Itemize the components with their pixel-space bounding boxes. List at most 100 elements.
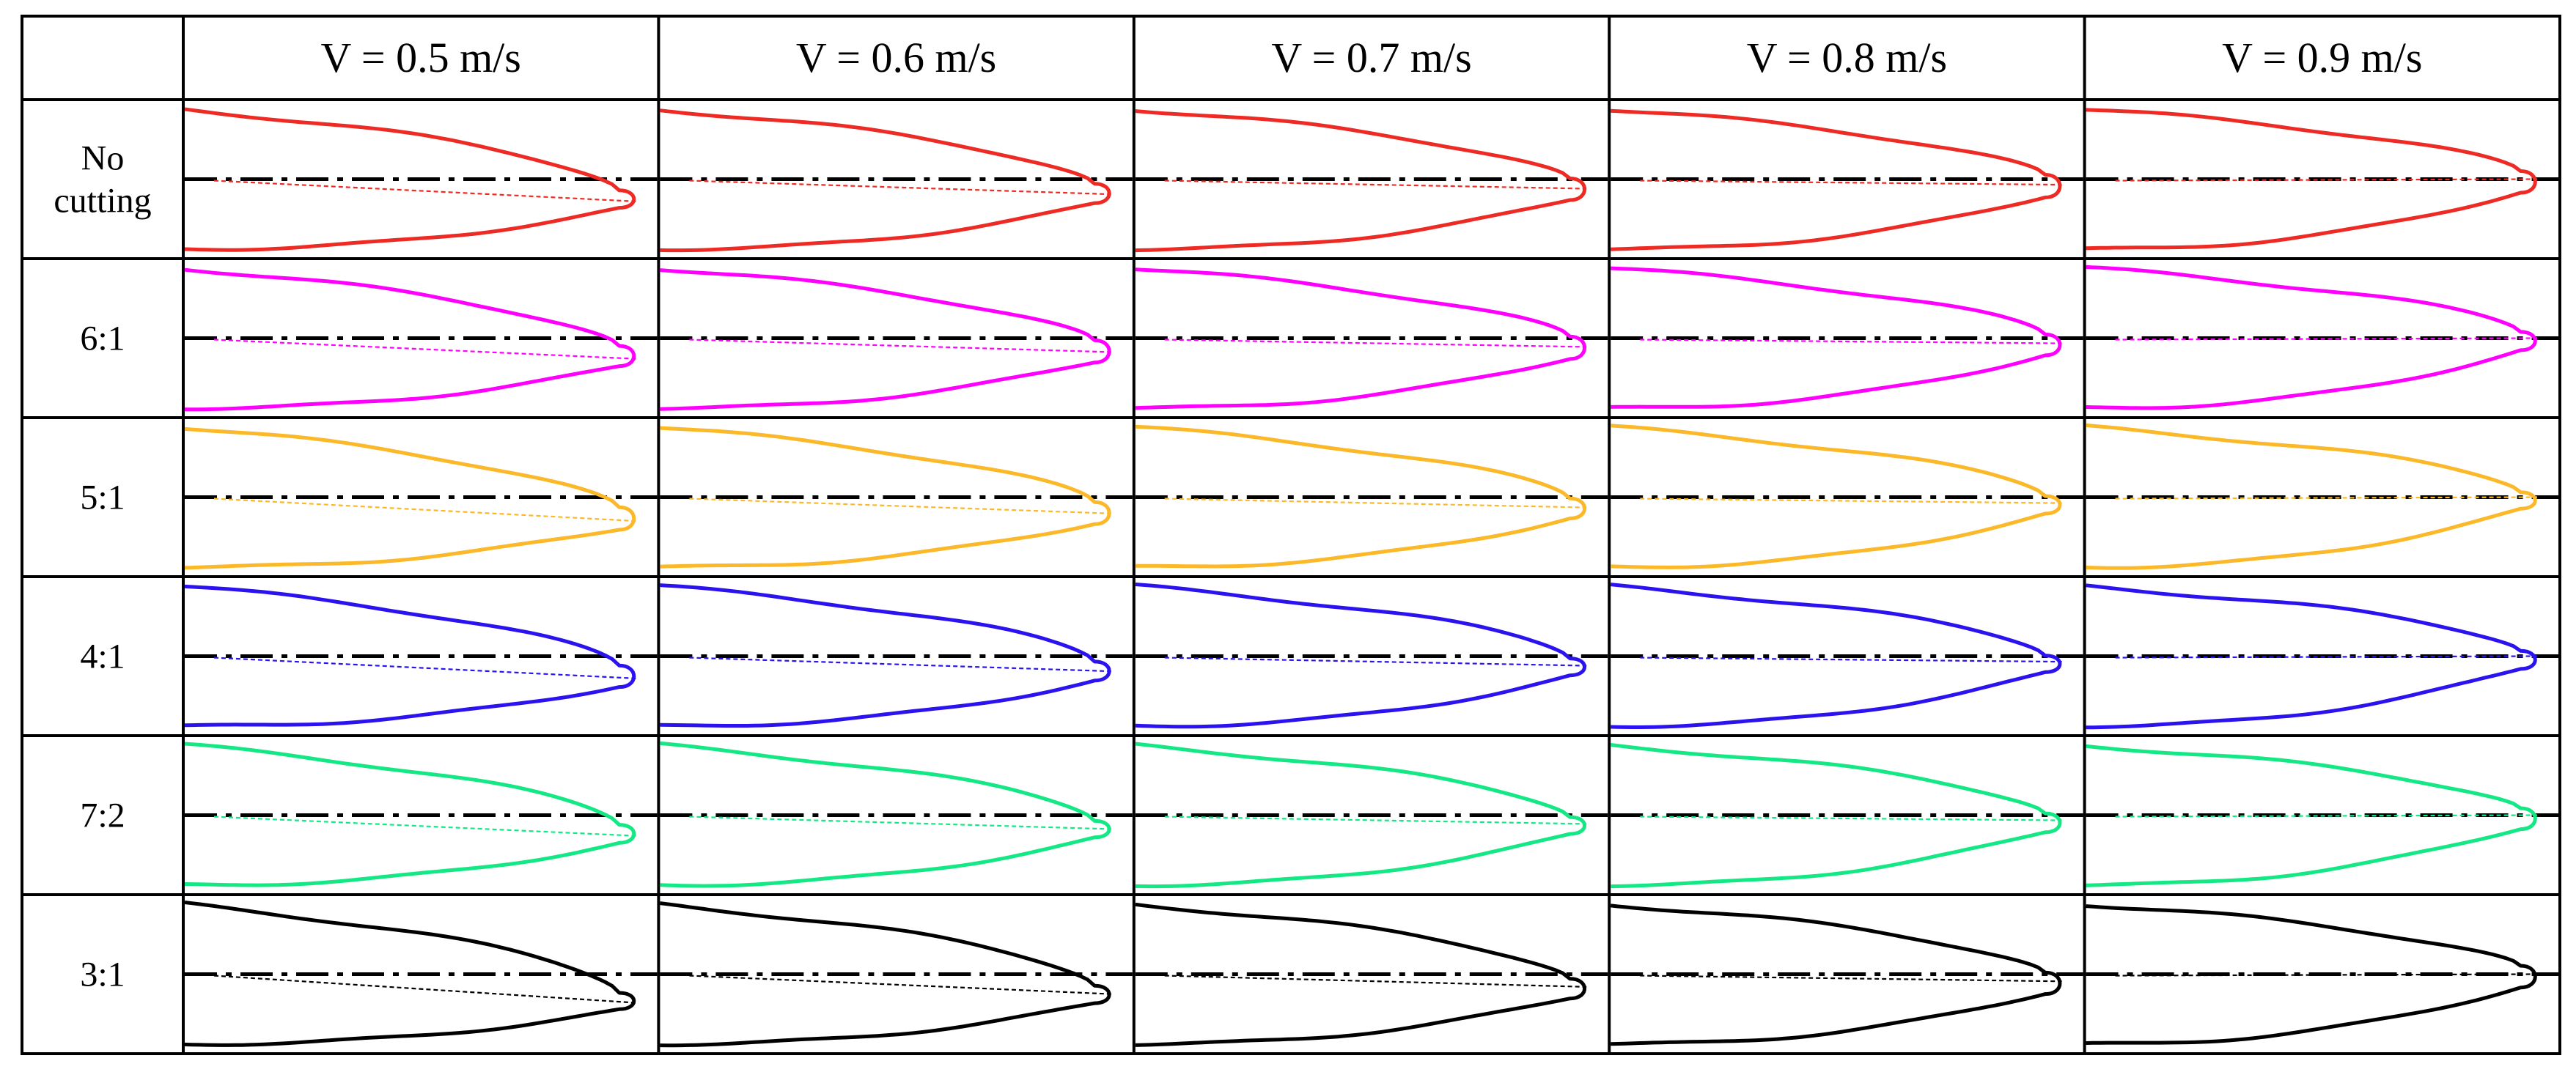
symmetry-line xyxy=(689,657,1111,673)
column-header: V = 0.5 m/s xyxy=(321,34,521,81)
profile-cell xyxy=(660,901,1133,1048)
profile-curve xyxy=(1135,267,1587,410)
row-label: No cutting xyxy=(54,139,151,221)
symmetry-line xyxy=(689,339,1111,353)
profile-cell xyxy=(184,901,658,1047)
symmetry-line xyxy=(2115,178,2538,182)
symmetry-line xyxy=(689,180,1111,196)
profile-cell xyxy=(660,583,1133,728)
profile-cell xyxy=(1610,583,2083,729)
profile-curve xyxy=(1135,109,1587,253)
symmetry-line xyxy=(2115,655,2538,659)
profile-cells xyxy=(184,107,2558,1048)
profile-curve xyxy=(2086,904,2537,1045)
profile-cell xyxy=(2086,904,2558,1045)
profile-cell xyxy=(2086,108,2558,251)
profile-cell xyxy=(1135,424,1608,569)
column-header-label: V = 0.5 m/s xyxy=(321,34,521,81)
profile-cell xyxy=(1135,902,1608,1047)
symmetry-line xyxy=(1640,816,2062,821)
symmetry-line xyxy=(2115,496,2538,500)
symmetry-line xyxy=(689,975,1111,995)
symmetry-line xyxy=(213,975,636,1004)
profile-curve xyxy=(2086,108,2537,251)
profile-curve xyxy=(1611,266,2062,409)
profile-cell xyxy=(1135,583,1608,729)
column-header: V = 0.6 m/s xyxy=(796,34,996,81)
profile-curve xyxy=(660,901,1111,1048)
profile-curve xyxy=(2086,265,2537,410)
profile-cell xyxy=(1610,743,2083,889)
row-label-text: 6:1 xyxy=(80,319,125,358)
column-headers: V = 0.5 m/s V = 0.6 m/s V = 0.7 m/s V = 0.8… xyxy=(321,34,2423,81)
symmetry-line xyxy=(213,816,636,837)
profile-cell xyxy=(184,107,658,252)
profile-cell xyxy=(184,267,658,412)
profile-curve xyxy=(1135,583,1586,729)
symmetry-line xyxy=(1164,657,1587,667)
symmetry-line xyxy=(689,498,1111,514)
row-label-text: 4:1 xyxy=(80,637,125,676)
column-header-label: V = 0.9 m/s xyxy=(2222,34,2422,81)
row-label: 3:1 xyxy=(80,955,125,994)
profile-curve xyxy=(1611,108,2062,251)
symmetry-line xyxy=(1164,975,1587,988)
profile-curve xyxy=(1135,742,1586,889)
profile-cell xyxy=(1611,424,2083,569)
profile-cell xyxy=(660,268,1133,411)
symmetry-line xyxy=(2115,337,2538,341)
row-label: 6:1 xyxy=(80,319,125,358)
profile-cell xyxy=(1610,903,2083,1046)
symmetry-line xyxy=(1164,816,1587,825)
symmetry-line xyxy=(1164,180,1587,190)
profile-curve xyxy=(184,267,636,412)
profile-cell xyxy=(184,742,658,887)
row-label-text: No xyxy=(81,139,125,178)
profile-curve xyxy=(2086,744,2537,887)
column-header: V = 0.7 m/s xyxy=(1271,34,1471,81)
profile-curve xyxy=(184,426,636,570)
row-label-text: 3:1 xyxy=(80,955,125,994)
profile-curve xyxy=(184,901,636,1047)
profile-curve xyxy=(1610,903,2062,1046)
row-label: 4:1 xyxy=(80,637,125,676)
profile-curve xyxy=(1610,583,2062,729)
column-header: V = 0.8 m/s xyxy=(1747,34,1947,81)
row-label: 7:2 xyxy=(80,796,125,835)
profile-cell xyxy=(660,108,1133,253)
table-border xyxy=(21,15,2561,1055)
profile-cell xyxy=(1611,266,2083,409)
profile-cell xyxy=(184,426,658,570)
profile-curve xyxy=(184,742,636,887)
profile-curve xyxy=(660,108,1111,253)
profile-curve xyxy=(1610,743,2062,889)
profile-cell xyxy=(1135,267,1608,410)
profile-cell xyxy=(2086,583,2558,730)
profile-curve xyxy=(184,107,636,252)
profile-curve xyxy=(2086,423,2537,570)
symmetry-line xyxy=(1640,498,2062,504)
row-label-text: 7:2 xyxy=(80,796,125,835)
column-header: V = 0.9 m/s xyxy=(2222,34,2422,81)
symmetry-line xyxy=(1164,339,1587,348)
table-grid xyxy=(21,15,2561,1055)
profile-curve xyxy=(660,583,1111,728)
row-labels: No cutting 6:1 5:1 4:1 7:2 3:1 xyxy=(54,139,151,994)
profile-cell xyxy=(184,584,658,728)
profile-cell xyxy=(1135,742,1608,889)
profile-curve xyxy=(2086,583,2537,730)
symmetry-line xyxy=(1640,339,2062,344)
profile-cell xyxy=(2086,744,2558,887)
profile-cell xyxy=(2086,423,2558,570)
profile-cell xyxy=(1135,109,1608,253)
profile-curve xyxy=(1611,424,2062,569)
row-label-text: cutting xyxy=(54,182,151,221)
symmetry-line xyxy=(1640,657,2062,663)
symmetry-line xyxy=(213,180,636,202)
profile-curve xyxy=(1135,902,1586,1047)
symmetry-line xyxy=(213,657,636,679)
column-header-label: V = 0.8 m/s xyxy=(1747,34,1947,81)
row-label-text: 5:1 xyxy=(80,478,125,517)
profile-curve xyxy=(660,741,1111,888)
row-label: 5:1 xyxy=(80,478,125,517)
